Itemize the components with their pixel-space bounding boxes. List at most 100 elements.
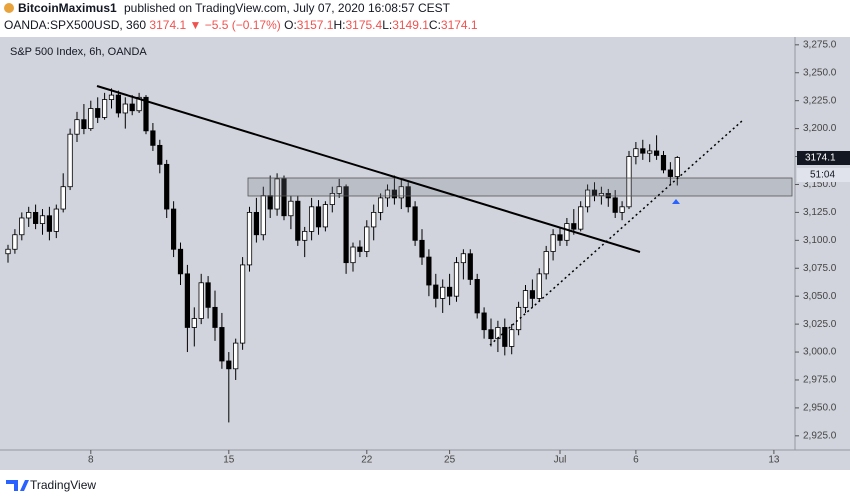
candle-body (60, 186, 66, 210)
candle-body (419, 239, 425, 258)
countdown-box (797, 168, 850, 182)
candle-body (612, 197, 618, 213)
candle-body (191, 318, 197, 328)
candle-body (164, 163, 170, 210)
logo (6, 480, 29, 491)
candle-body (233, 342, 239, 370)
candle-body (384, 189, 391, 199)
candle-body (157, 144, 163, 165)
candle-body (19, 217, 25, 236)
plot-background (0, 37, 850, 470)
candle-body (550, 234, 556, 252)
y-tick-label: 3,250.0 (803, 67, 837, 78)
candle-body (350, 246, 356, 264)
candle-body (405, 186, 411, 208)
candle-body (440, 286, 446, 299)
candle-body (315, 206, 322, 228)
candle-body (329, 193, 335, 205)
candle-body (371, 211, 377, 228)
x-tick-label: 13 (768, 455, 780, 466)
countdown: 51:04 (810, 170, 835, 181)
candle-body (433, 284, 439, 299)
price-tag (797, 151, 850, 165)
candle-body (74, 119, 80, 135)
x-tick-label: 25 (444, 455, 456, 466)
y-tick-label: 3,275.0 (803, 39, 837, 50)
candle-body (219, 327, 225, 362)
candle-body (281, 178, 287, 217)
candle-body (619, 206, 625, 213)
ohlc-value: 3175.4 (345, 18, 382, 32)
candle-body (81, 119, 87, 130)
candle-body (295, 200, 301, 241)
candle-body (633, 148, 639, 157)
candle-body (640, 148, 646, 154)
candle-body (426, 256, 432, 286)
candle-body (239, 264, 246, 344)
candle-body (474, 279, 480, 314)
candle-body (467, 253, 473, 280)
candle-body (122, 103, 128, 114)
x-tick-label: 22 (361, 455, 373, 466)
candle-body (46, 215, 53, 232)
y-tick-label: 3,150.0 (803, 179, 837, 190)
y-tick-label: 2,975.0 (803, 375, 837, 386)
ohlc-label: H: (333, 18, 345, 32)
y-tick-label: 3,225.0 (803, 95, 837, 106)
candle-body (564, 223, 570, 241)
candle-body (53, 208, 59, 232)
candle-body (288, 200, 294, 217)
published: published on TradingView.com, July 07, 2… (124, 1, 451, 15)
candle-body (184, 273, 190, 328)
chart-title: S&P 500 Index, 6h, OANDA (10, 46, 147, 58)
candle-body (267, 195, 273, 210)
candle-body (205, 282, 211, 308)
y-tick-label: 3,000.0 (803, 347, 837, 358)
candle-body (377, 197, 384, 213)
candle-body (557, 234, 563, 241)
candle-body (502, 327, 508, 347)
x-tick-label: 15 (223, 455, 235, 466)
candle-body (495, 327, 501, 340)
candle-body (226, 360, 232, 370)
ohlc-value: 3149.1 (392, 18, 429, 32)
candle-body (129, 103, 135, 112)
y-tick-label: 3,100.0 (803, 235, 837, 246)
candle-body (198, 282, 204, 319)
legend: OANDA:SPX500USD, 360 3174.1 ▼ −5.5 (−0.1… (4, 18, 478, 32)
candle-body (357, 246, 363, 252)
candle-body (143, 96, 149, 132)
avatar (4, 3, 14, 13)
candle-body (274, 178, 280, 210)
candle-body (446, 286, 453, 297)
candle-body (136, 96, 142, 112)
change: −5.5 (−0.17%) (205, 18, 281, 32)
candle-body (26, 211, 32, 219)
candle-body (108, 94, 115, 100)
candle-body (660, 155, 667, 171)
candle-body (150, 130, 156, 146)
footer: TradingView (30, 478, 96, 492)
candle-body (571, 223, 577, 230)
candle-body (412, 206, 418, 241)
y-tick-label: 3,050.0 (803, 291, 837, 302)
candle-body (522, 290, 529, 308)
x-tick-label: 8 (88, 455, 94, 466)
y-tick-label: 2,950.0 (803, 403, 837, 414)
candle-body (536, 273, 542, 299)
candle-body (343, 186, 349, 264)
candle-body (115, 94, 122, 114)
support-line (489, 120, 743, 346)
x-tick-label: Jul (554, 455, 567, 466)
ohlc-label: C: (429, 18, 441, 32)
candle-body (95, 108, 101, 118)
candle-body (39, 215, 46, 224)
candle-body (674, 157, 680, 177)
trend-line (96, 85, 641, 253)
x-tick-label: 6 (633, 455, 639, 466)
candle-body (488, 329, 494, 340)
candle-body (12, 234, 18, 250)
candle-body (253, 211, 259, 236)
candle-body (578, 206, 584, 230)
